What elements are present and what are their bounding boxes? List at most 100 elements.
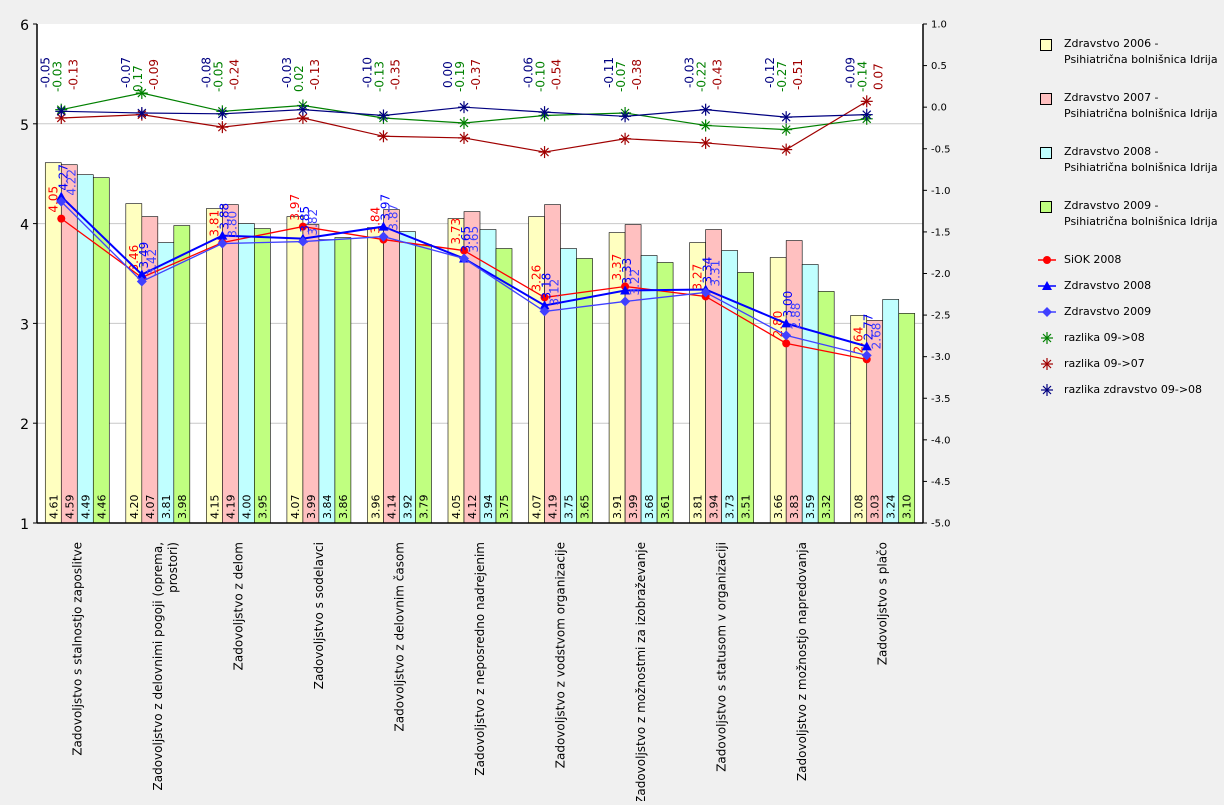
x-tick-label: Zadovoljstvo z delovnimi pogoji (oprema, [151,542,165,790]
y2-tick-label: 0.0 [931,103,947,114]
legend-label-razlika-09-08: razlika 09->08 [1064,331,1145,344]
x-tick-label: Zadovoljstvo z neposredno nadrejenim [473,542,487,776]
legend-item-bar-2008[interactable]: Zdravstvo 2008 - Psihiatrična bolnišnica… [1036,144,1222,176]
y2-tick-label: -3.0 [931,352,951,363]
line-point [57,214,66,223]
diff-value-label: -0.13 [308,59,322,90]
bar [302,224,320,524]
bar-value-label: 4.07 [531,495,544,520]
diff-point [780,111,793,124]
diff-point [216,121,229,134]
diff-point [780,143,793,156]
line-value-label: 3.42 [145,249,159,276]
line-point [217,230,228,240]
bar [528,216,545,524]
legend-item-bar-2009[interactable]: Zdravstvo 2009 - Psihiatrična bolnišnica… [1036,198,1222,230]
bar-value-label: 4.14 [385,495,398,520]
legend-item-razlika-09-07[interactable]: razlika 09->07 [1036,356,1222,372]
bar [866,320,884,524]
line-value-label: 2.88 [789,303,803,330]
bar [318,239,336,524]
bar-value-label: 3.92 [401,495,414,520]
bar [801,264,819,524]
bar-value-label: 3.08 [853,495,866,520]
bar-value-label: 3.65 [579,495,592,520]
bar-value-label: 4.00 [240,495,253,520]
bar-value-label: 3.83 [788,495,801,520]
y2-tick-label: -4.5 [931,477,951,488]
bar [173,225,191,524]
bar-value-label: 3.66 [772,495,785,520]
bar [286,216,304,524]
diff-value-label: -0.05 [211,61,225,92]
legend-item-bar-2006[interactable]: Zdravstvo 2006 - Psihiatrična bolnišnica… [1036,36,1222,68]
diff-value-label: -0.07 [119,57,133,88]
star-marker-icon [1041,332,1053,344]
line-point [56,191,67,201]
line-value-label: 3.33 [620,258,634,285]
line-value-label: 2.77 [862,314,876,341]
diff-value-label: -0.09 [147,59,161,90]
line-value-label: 3.81 [207,210,221,237]
diff-value-label: -0.10 [360,57,374,88]
legend-label-bar-2007: Zdravstvo 2007 - Psihiatrična bolnišnica… [1064,91,1218,120]
line-value-label: 3.85 [298,206,312,233]
diff-value-label: -0.43 [711,59,725,90]
bar-value-label: 3.81 [692,495,705,520]
bar [560,248,577,524]
bar [238,223,255,524]
legend-label-siok-2008: SiOK 2008 [1064,253,1122,266]
bar-value-label: 3.24 [885,495,898,520]
legend-label-razlika-zdravstvo: razlika zdravstvo 09->08 [1064,383,1203,396]
diff-value-label: -0.08 [199,57,213,88]
legend-item-siok-2008[interactable]: SiOK 2008 [1036,252,1222,268]
legend-item-zdravstvo-2009[interactable]: Zdravstvo 2009 [1036,304,1222,320]
line-point [781,318,792,328]
line-point [378,231,389,242]
line-value-label: 3.87 [386,204,400,231]
bar-value-label: 4.05 [450,495,463,520]
line-value-label: 4.27 [56,164,70,191]
x-tick-label: Zadovoljstvo z možnostjo napredovanja [795,542,809,781]
line-value-label: 3.00 [781,291,795,318]
bar-value-label: 3.84 [321,495,334,520]
bar-value-label: 3.32 [820,495,833,520]
x-tick-label: Zadovoljstvo z možnostmi za izobraževanj… [634,542,648,801]
bar-value-label: 4.61 [47,495,60,520]
legend-item-razlika-zdravstvo[interactable]: razlika zdravstvo 09->08 [1036,382,1222,398]
bar [640,255,658,524]
legend-item-zdravstvo-2008[interactable]: Zdravstvo 2008 [1036,278,1222,294]
x-tick-label: Zadovoljstvo z delovnim časom [392,542,406,731]
bar [721,250,738,524]
bar-value-label: 3.75 [498,495,511,520]
y2-tick-label: -2.5 [931,311,951,322]
line-point [700,287,711,298]
diff-value-label: -0.12 [763,57,777,88]
line-point [459,253,469,264]
line-value-label: 3.80 [225,211,239,238]
legend-label-zdravstvo-2009: Zdravstvo 2009 [1064,305,1152,318]
y-tick-label: 6 [20,18,29,34]
bar [383,209,400,524]
bar [222,204,239,524]
legend-item-bar-2007[interactable]: Zdravstvo 2007 - Psihiatrična bolnišnica… [1036,90,1222,122]
diff-point [377,109,390,122]
circle-marker-icon [1038,256,1056,264]
line-point [378,221,389,231]
x-tick-label: prostori) [166,542,180,593]
y2-tick-label: -0.5 [931,144,951,155]
y2-tick-label: -5.0 [931,519,951,530]
diff-value-label: -0.13 [66,59,80,90]
diff-point [860,95,873,108]
line-value-label: 4.22 [64,169,78,196]
bar-value-label: 3.51 [740,495,753,520]
diff-point [377,130,390,143]
legend-item-razlika-09-08[interactable]: razlika 09->08 [1036,330,1222,346]
line-value-label: 3.26 [530,265,544,292]
diff-point [619,132,632,145]
line-value-label: 3.97 [288,194,302,221]
diff-value-label: -0.19 [453,61,467,92]
bar [206,208,223,524]
bar-value-label: 4.15 [208,495,221,520]
line-value-label: 3.73 [449,218,463,245]
